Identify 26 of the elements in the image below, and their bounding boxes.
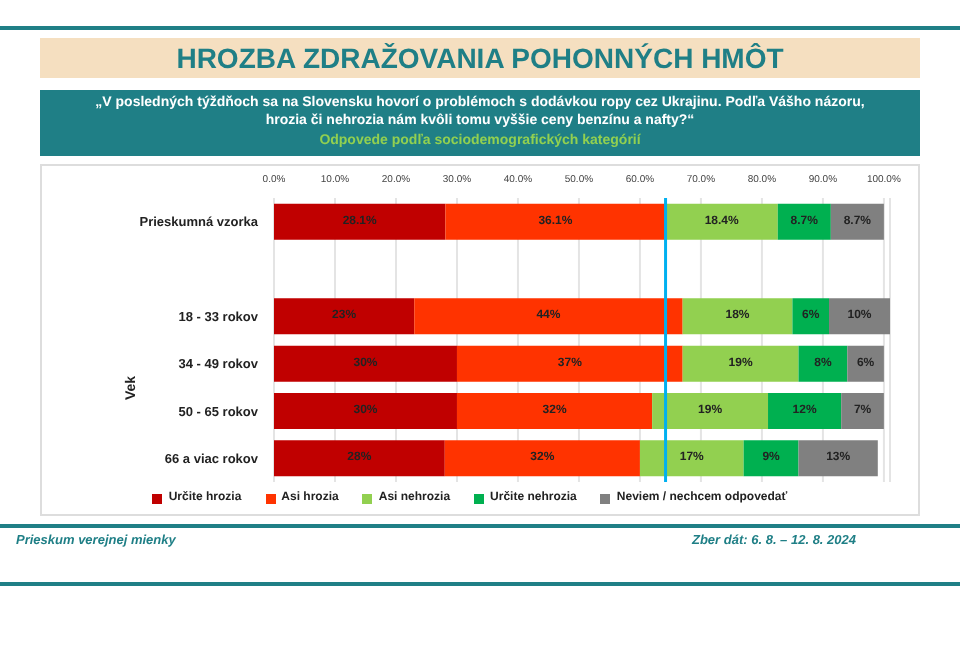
bar (798, 345, 848, 382)
bar (829, 298, 890, 335)
bar (665, 203, 778, 240)
bar (682, 298, 793, 335)
bar (456, 345, 683, 382)
bar (456, 393, 653, 430)
bar (830, 203, 884, 240)
bar (414, 298, 683, 335)
bar (444, 440, 640, 477)
bar (743, 440, 799, 477)
bar (274, 345, 457, 382)
bar (847, 345, 884, 382)
bar (274, 393, 457, 430)
bar (274, 440, 445, 477)
bar (841, 393, 884, 430)
bar (274, 298, 415, 335)
chart-title: HROZBA ZDRAŽOVANIA POHONNÝCH HMÔT (40, 38, 920, 78)
bar (274, 203, 446, 240)
bar (798, 440, 878, 477)
bar (652, 393, 769, 430)
bar (639, 440, 744, 477)
bar (792, 298, 830, 335)
bar (445, 203, 666, 240)
bar (768, 393, 842, 430)
bar (777, 203, 831, 240)
bar (682, 345, 799, 382)
